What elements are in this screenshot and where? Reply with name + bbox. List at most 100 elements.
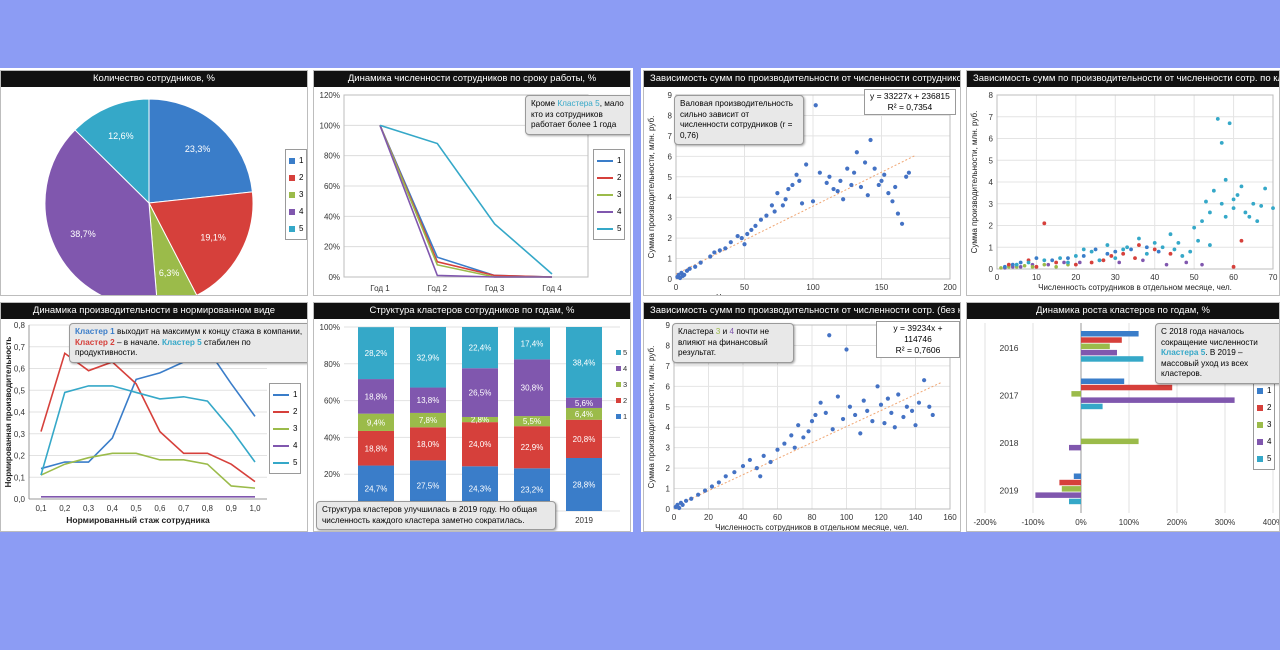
data-point [1097,258,1102,263]
segment-label: 7,8% [419,416,437,425]
segment-label: 18,0% [417,440,440,449]
x-tick-label: 0,4 [107,504,119,513]
data-point [1219,201,1224,206]
stacked-bar-segment [566,397,602,408]
series-line [379,125,552,278]
pie-slice [148,191,254,295]
legend-swatch [273,393,289,396]
legend-label: 5 [1267,454,1272,463]
legend-swatch [273,427,289,430]
data-point [854,150,859,155]
data-point [1160,245,1165,250]
y-axis-title: Сумма производительности, млн. руб. [647,346,656,489]
stacked-bar-segment [410,387,446,413]
pie-chart-svg: 23,3% 19,1% 6,3% 38,7% 12,6% [44,98,254,295]
data-point [742,242,747,247]
legend-swatch [616,414,621,419]
legend-item: 4 [289,203,303,220]
data-point [831,186,836,192]
legend-item: 5 [1257,450,1271,467]
segment-label: 24,7% [365,484,388,493]
data-point [885,396,890,401]
data-point [1022,263,1027,268]
data-point [886,191,891,196]
data-point [862,160,868,165]
data-point [809,418,815,424]
x-tick-label: 2019 [575,516,593,525]
data-point [772,209,777,214]
y-tick-label: 0,8 [14,321,26,330]
scatter3-note: Кластера 3 и 4 почти не влияют на финанс… [672,323,794,363]
data-point [768,459,773,465]
legend-label: 4 [299,207,304,216]
legend-item: 1 [1257,382,1271,399]
legend-label: 2 [299,173,304,182]
bar [1081,349,1117,356]
data-point [1231,206,1236,211]
pie-slice-label: 23,3% [185,144,211,154]
data-point [1129,247,1133,252]
legend-swatch [616,366,621,371]
structure-chart-svg: 0%20%40%60%80%100%24,7%18,8%9,4%18,8%28,… [320,323,628,525]
data-point [712,250,717,255]
data-point [1050,258,1055,263]
bar-chart-growth: Динамика роста кластеров по годам, % -20… [966,302,1280,532]
data-point [901,414,906,420]
data-point [1109,254,1114,258]
segment-label: 26,5% [469,389,492,398]
data-point [1034,264,1039,269]
category-label: 2019 [1000,485,1019,495]
data-point [892,425,897,430]
legend-swatch [273,461,289,464]
data-point [1010,262,1015,267]
legend-label: 5 [299,224,304,233]
stacked-bar-segment [358,430,394,466]
y-tick-label: 3 [989,200,994,209]
data-point [1239,184,1244,189]
trend-equation: y = 33227x + 236815 R² = 0,7354 [864,89,956,115]
data-point [813,103,818,108]
data-point [732,470,737,475]
tenure-note: Кроме Кластера 5, мало кто из сотруднико… [525,95,630,135]
series-line [40,385,256,476]
r2-text: R² = 0,7354 [887,102,933,112]
segment-label: 22,9% [521,443,544,452]
data-point [1042,262,1047,267]
note-cluster-1: Кластер 1 [75,327,115,336]
data-point [852,170,857,175]
data-point [687,266,692,271]
y-tick-label: 20% [324,243,340,252]
data-point [1054,260,1059,265]
data-point [1117,260,1122,265]
bar [1069,444,1081,451]
y-tick-label: 0 [666,505,671,514]
data-point [1208,243,1212,247]
trend-line [675,154,916,275]
x-tick-label: 200 [943,283,957,292]
data-point [817,170,822,175]
x-axis-title: Численность сотрудников в отдельном меся… [716,293,910,296]
y-tick-label: 7 [668,132,673,141]
segment-label: 6,4% [575,410,593,419]
data-point [806,429,811,434]
x-tick-label: 70 [1269,273,1278,282]
data-point [728,240,733,245]
legend-swatch [616,398,621,403]
data-point [827,174,832,179]
segment-label: 13,8% [417,396,440,405]
data-point [797,178,802,183]
legend-item: 3 [273,420,297,437]
data-point [844,347,849,352]
note-text: Кроме [531,99,558,108]
legend-swatch [289,191,295,198]
stacked-bar-segment [462,368,498,417]
pie-slice-label: 19,1% [200,232,226,242]
data-point [879,178,884,183]
data-point [761,453,766,458]
data-point [861,398,866,403]
data-point [1054,265,1058,269]
data-point [1144,245,1149,250]
chart-title: Структура кластеров сотрудников по годам… [314,303,630,319]
x-tick-label: 60 [773,513,782,522]
data-point [1243,210,1248,215]
